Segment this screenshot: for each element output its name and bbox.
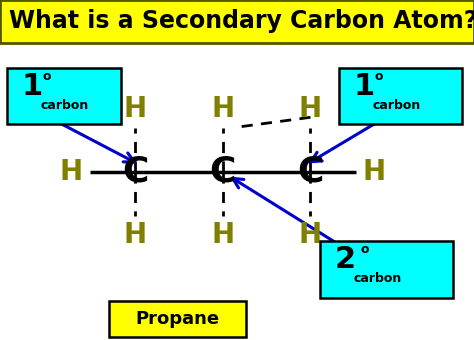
Text: 2: 2	[334, 245, 356, 274]
FancyBboxPatch shape	[0, 0, 474, 42]
Text: C: C	[210, 155, 236, 189]
FancyBboxPatch shape	[339, 68, 462, 124]
Text: carbon: carbon	[353, 272, 401, 286]
Text: H: H	[299, 95, 322, 123]
Text: Propane: Propane	[136, 310, 220, 328]
Text: carbon: carbon	[372, 99, 420, 112]
Text: H: H	[124, 221, 146, 249]
FancyBboxPatch shape	[7, 68, 121, 124]
Text: H: H	[299, 221, 322, 249]
Text: 1: 1	[353, 72, 374, 101]
Text: o: o	[374, 69, 383, 83]
Text: carbon: carbon	[40, 99, 89, 112]
Text: H: H	[211, 221, 234, 249]
Text: H: H	[211, 95, 234, 123]
FancyBboxPatch shape	[320, 241, 453, 298]
Text: H: H	[124, 95, 146, 123]
Text: What is a Secondary Carbon Atom?: What is a Secondary Carbon Atom?	[9, 9, 474, 33]
Text: H: H	[60, 158, 82, 186]
FancyBboxPatch shape	[109, 301, 246, 337]
Text: o: o	[360, 243, 369, 256]
Text: o: o	[43, 69, 51, 83]
Text: H: H	[363, 158, 386, 186]
Text: C: C	[297, 155, 324, 189]
Text: C: C	[122, 155, 148, 189]
Text: 1: 1	[21, 72, 43, 101]
